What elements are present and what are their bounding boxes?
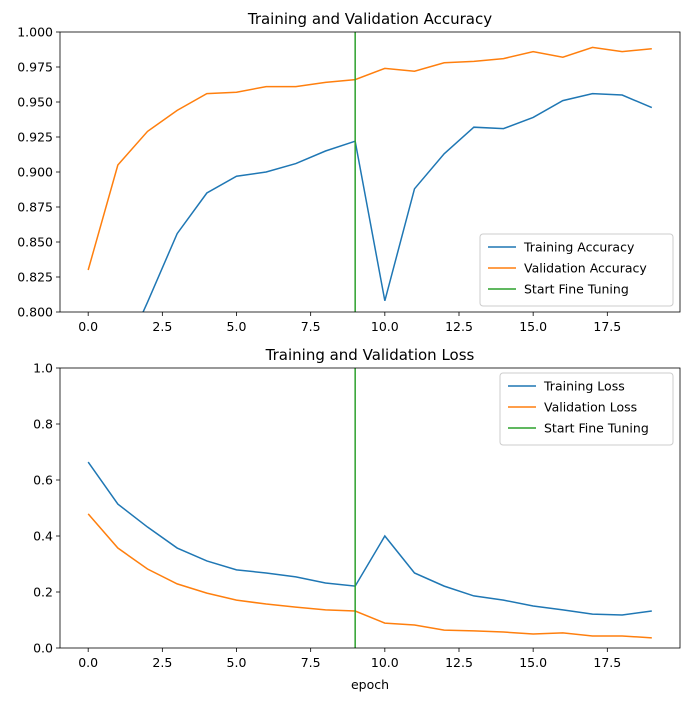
y-tick-label: 0.925 [17,130,53,145]
x-tick-label: 10.0 [371,319,399,334]
legend-label: Start Fine Tuning [544,421,649,436]
y-tick-label: 0.900 [17,165,53,180]
x-tick-label: 17.5 [593,319,621,334]
y-tick-label: 0.825 [17,270,53,285]
x-tick-label: 17.5 [593,655,621,670]
subplot-loss: 0.0 2.5 5.0 7.5 10.0 12.5 15.0 17.5 0.0 0.2 0.4 0.6… [33,346,681,692]
x-tick-label: 10.0 [371,655,399,670]
series-line-validation-loss [87,513,652,639]
x-tick-label: 12.5 [445,655,473,670]
x-tick-label: 0.0 [78,655,98,670]
y-tick-label: 0.2 [33,585,53,600]
x-tick-label: 2.5 [152,655,172,670]
subplot-accuracy: 0.0 2.5 5.0 7.5 10.0 12.5 15.0 17.5 0.800 0.825 0.… [17,10,681,334]
legend-label: Start Fine Tuning [524,282,629,297]
chart-title: Training and Validation Loss [265,346,475,364]
x-tick-label: 15.0 [519,655,547,670]
y-tick-label: 0.950 [17,95,53,110]
y-tick-label: 0.4 [33,529,53,544]
x-tick-label: 7.5 [301,655,321,670]
y-tick-label: 0.975 [17,60,53,75]
legend-label: Training Accuracy [523,240,635,255]
y-tick-label: 0.800 [17,305,53,320]
x-tick-label: 7.5 [301,319,321,334]
x-tick-label: 5.0 [227,319,247,334]
legend-label: Validation Loss [544,400,637,415]
legend: Training Loss Validation Loss Start Fine T… [499,372,674,446]
x-axis-label: epoch [351,677,389,692]
legend-box [479,233,674,307]
y-tick-label: 0.6 [33,473,53,488]
y-tick-label: 1.0 [33,361,53,376]
axes-frame [59,367,681,649]
y-tick-label: 0.0 [33,641,53,656]
x-tick-label: 2.5 [152,319,172,334]
y-tick-label: 1.000 [17,25,53,40]
x-tick-label: 5.0 [227,655,247,670]
legend-label: Validation Accuracy [524,261,647,276]
y-tick-label: 0.8 [33,417,53,432]
y-tick-label: 0.875 [17,200,53,215]
legend: Training Accuracy Validation Accuracy Star… [479,233,674,307]
legend-label: Training Loss [543,379,625,394]
chart-title: Training and Validation Accuracy [247,10,492,28]
x-tick-label: 12.5 [445,319,473,334]
legend-box [499,372,674,446]
x-tick-label: 0.0 [78,319,98,334]
y-tick-label: 0.850 [17,235,53,250]
x-tick-label: 15.0 [519,319,547,334]
series-line-training-accuracy [142,92,653,312]
series-line-training-loss [87,461,652,616]
series-line-validation-accuracy [87,46,652,271]
